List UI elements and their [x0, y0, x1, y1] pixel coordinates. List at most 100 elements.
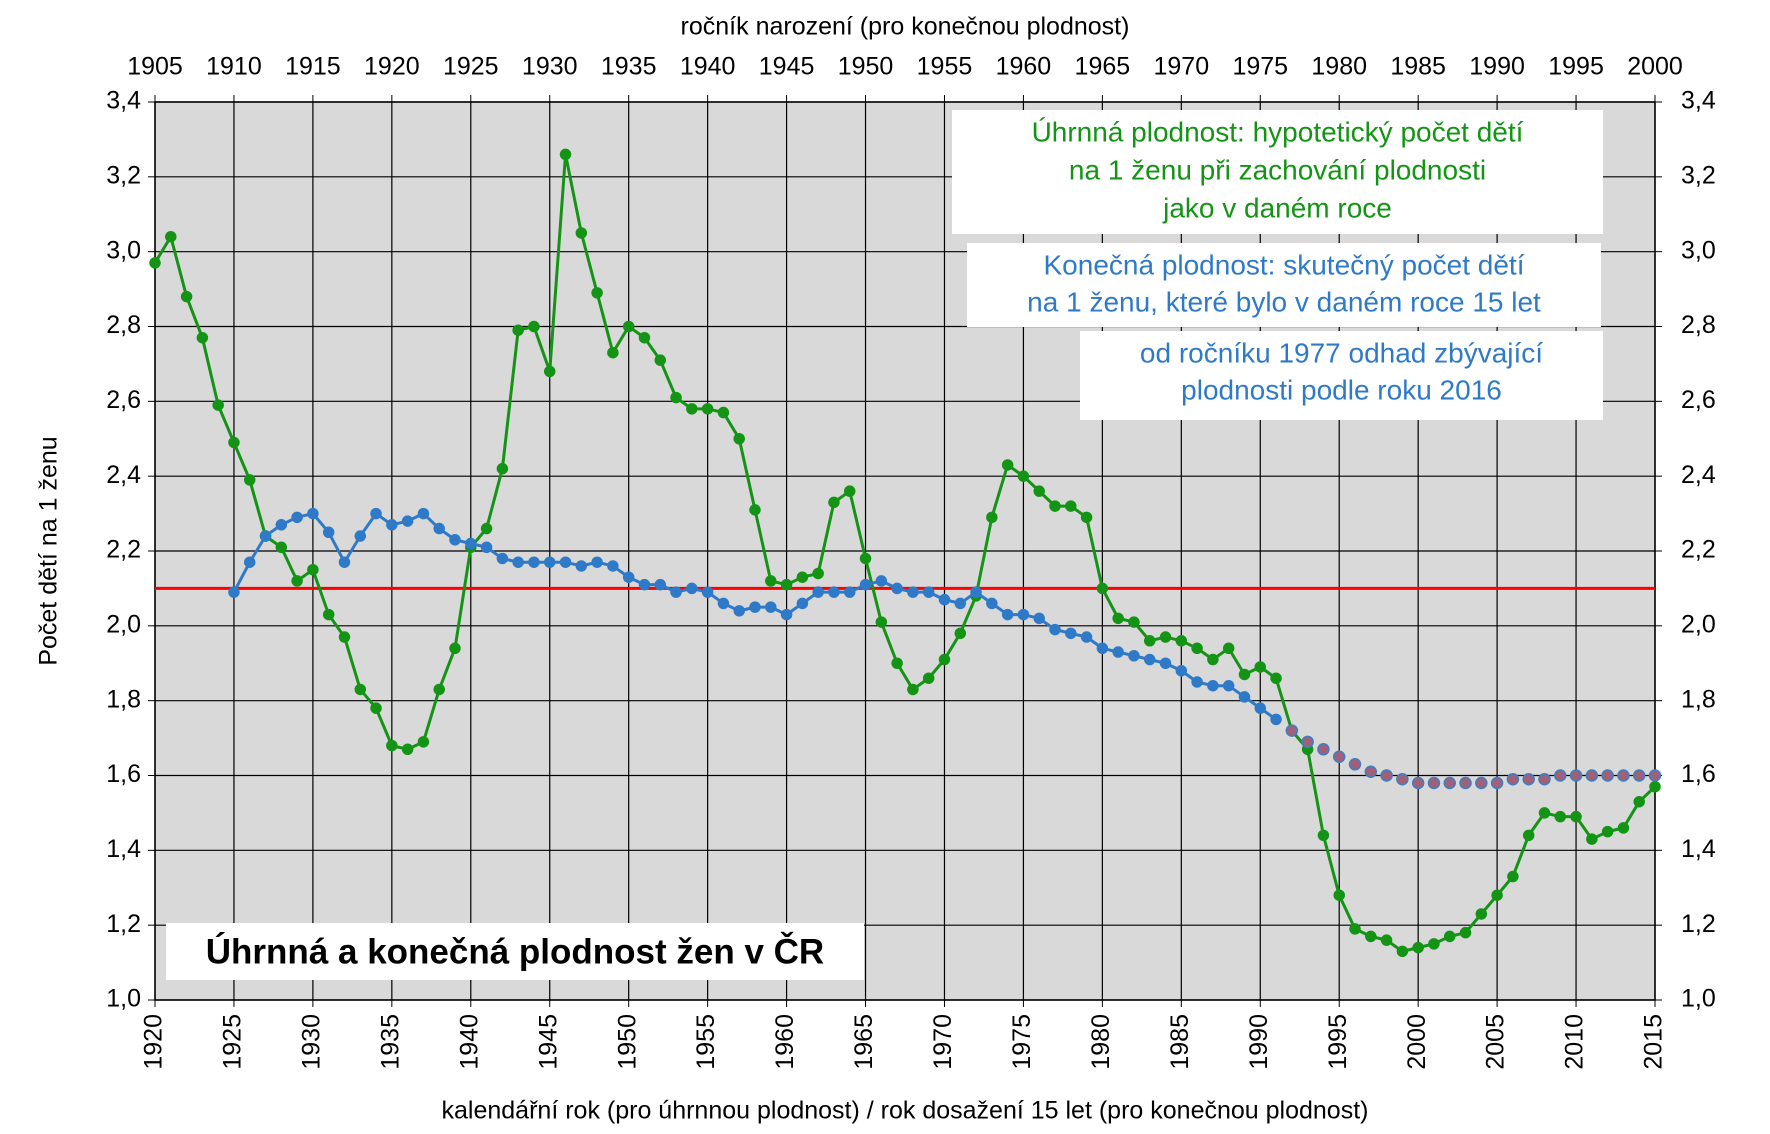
y-tick-label: 1,2 — [106, 910, 141, 938]
data-point — [733, 433, 745, 445]
data-point — [638, 331, 651, 344]
data-point — [1365, 930, 1377, 943]
data-point — [1301, 735, 1314, 749]
data-point — [1207, 679, 1219, 692]
data-point — [1601, 825, 1614, 838]
data-point — [1601, 769, 1614, 782]
y-tick-label: 2,2 — [106, 536, 141, 564]
data-point — [1112, 646, 1124, 658]
data-point — [180, 290, 193, 303]
data-point — [1238, 668, 1251, 681]
x-tick-label: 1950 — [613, 1014, 641, 1070]
x-tick-label: 1935 — [376, 1014, 404, 1070]
data-point — [891, 657, 903, 669]
x2-tick-label: 1970 — [1154, 53, 1210, 81]
data-point — [1538, 772, 1551, 786]
data-point — [970, 586, 982, 598]
data-point — [796, 597, 809, 610]
data-point — [843, 586, 856, 598]
data-point — [228, 436, 240, 449]
data-point — [1317, 743, 1330, 756]
y-tick-label: 2,8 — [106, 311, 141, 339]
data-point — [480, 522, 493, 535]
data-point — [591, 556, 603, 568]
data-point — [828, 496, 840, 509]
data-point — [701, 403, 714, 415]
data-point — [622, 320, 635, 333]
x2-tick-label: 1905 — [127, 53, 183, 81]
data-point — [259, 530, 272, 542]
data-point — [291, 511, 303, 524]
x-tick-label: 1990 — [1245, 1014, 1273, 1070]
data-point — [938, 653, 951, 666]
data-point — [907, 586, 919, 598]
data-point — [1396, 772, 1409, 786]
data-point — [701, 586, 714, 598]
data-point — [670, 391, 682, 404]
data-point — [954, 627, 967, 640]
data-point — [1065, 627, 1077, 640]
data-point — [149, 257, 161, 269]
annotation-text: Úhrnná plodnost: hypotetický počet dětí — [1032, 116, 1524, 147]
data-point — [417, 507, 430, 520]
annotation-text: od ročníku 1977 odhad zbývající — [1140, 337, 1543, 368]
y2-tick-label: 3,2 — [1681, 161, 1716, 189]
data-point — [1080, 511, 1093, 524]
data-point — [1033, 612, 1045, 625]
data-point — [1333, 889, 1345, 901]
data-point — [1427, 776, 1441, 790]
data-point — [528, 556, 540, 568]
y2-tick-label: 1,6 — [1681, 760, 1716, 788]
data-point — [875, 575, 888, 587]
data-point — [512, 556, 524, 568]
data-point — [1632, 769, 1646, 782]
data-point — [196, 331, 209, 344]
x2-tick-label: 1925 — [443, 53, 499, 81]
data-point — [275, 541, 288, 554]
data-point — [1348, 758, 1362, 771]
data-point — [1349, 923, 1361, 935]
data-point — [1396, 945, 1409, 958]
y2-tick-label: 1,0 — [1681, 985, 1716, 1013]
data-point — [1191, 676, 1203, 688]
annotation-text: plodnosti podle roku 2016 — [1181, 374, 1502, 405]
x2-tick-label: 1960 — [996, 53, 1052, 81]
data-point — [1332, 750, 1346, 764]
data-point — [796, 571, 809, 583]
x-tick-label: 1920 — [140, 1014, 168, 1070]
data-point — [338, 556, 351, 568]
data-point — [922, 672, 935, 684]
x2-tick-label: 2000 — [1627, 53, 1683, 81]
annotation-box — [967, 243, 1601, 327]
data-point — [1175, 664, 1188, 677]
x2-tick-label: 1910 — [206, 53, 262, 81]
data-point — [1538, 807, 1551, 819]
data-point — [954, 597, 967, 610]
data-point — [307, 563, 319, 576]
y-tick-label: 2,0 — [106, 610, 141, 638]
annotation-text: na 1 ženu, které bylo v daném roce 15 le… — [1027, 286, 1541, 317]
data-point — [243, 474, 256, 486]
data-point — [670, 586, 682, 598]
data-point — [449, 642, 461, 655]
chart-title: Úhrnná a konečná plodnost žen v ČR — [206, 931, 824, 971]
data-point — [1570, 810, 1582, 823]
data-point — [496, 552, 509, 565]
data-point — [686, 582, 698, 595]
title-box — [166, 923, 864, 980]
data-point — [1554, 810, 1567, 823]
data-point — [1380, 934, 1393, 946]
y2-tick-label: 2,0 — [1681, 610, 1716, 638]
data-point — [512, 324, 524, 336]
x-tick-label: 1980 — [1087, 1014, 1115, 1070]
data-point — [1364, 765, 1378, 779]
data-point — [322, 608, 335, 621]
data-point — [1412, 941, 1424, 954]
data-point — [575, 227, 588, 239]
data-point — [654, 354, 667, 366]
data-point — [907, 683, 919, 696]
data-point — [291, 575, 303, 587]
data-point — [1080, 631, 1093, 643]
data-point — [543, 365, 556, 378]
